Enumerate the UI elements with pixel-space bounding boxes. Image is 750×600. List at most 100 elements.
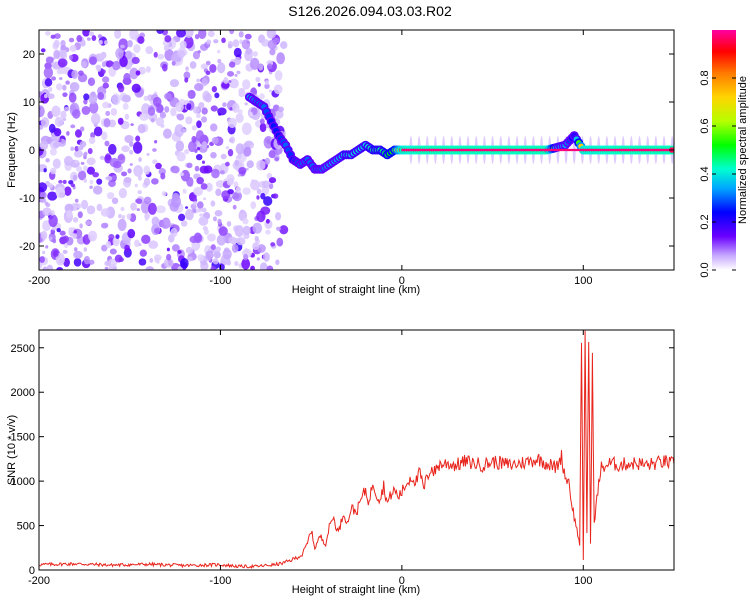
- noise-blob: [43, 168, 47, 173]
- noise-blob: [221, 81, 230, 89]
- noise-blob: [204, 92, 212, 103]
- noise-blob: [229, 30, 235, 35]
- noise-blob: [180, 220, 188, 227]
- noise-blob: [73, 229, 78, 234]
- noise-blob: [152, 159, 158, 165]
- noise-blob: [62, 84, 67, 91]
- noise-blob: [104, 140, 110, 147]
- noise-blob: [191, 135, 197, 143]
- y-tick-label: 2500: [11, 343, 35, 355]
- noise-blob: [78, 70, 84, 76]
- noise-blob: [279, 225, 289, 235]
- noise-blob: [277, 106, 284, 113]
- noise-blob: [102, 101, 109, 109]
- noise-blob: [48, 86, 53, 92]
- noise-blob: [207, 233, 217, 242]
- noise-blob: [233, 181, 239, 188]
- noise-blob: [186, 176, 194, 187]
- noise-blob: [164, 106, 170, 113]
- noise-blob: [192, 106, 200, 114]
- noise-blob: [209, 64, 217, 73]
- noise-blob: [215, 180, 226, 188]
- noise-blob: [84, 151, 88, 156]
- noise-blob: [68, 180, 74, 185]
- noise-blob: [201, 77, 208, 87]
- noise-blob: [256, 257, 260, 261]
- noise-blob: [189, 61, 197, 69]
- noise-blob: [82, 30, 90, 37]
- snr-y-axis: 0 500 1000 1500 2000 2500: [11, 343, 674, 577]
- noise-blob: [148, 240, 159, 249]
- noise-blob: [227, 40, 234, 49]
- noise-blob: [39, 191, 47, 199]
- noise-blob: [96, 65, 102, 72]
- noise-blob: [222, 248, 232, 260]
- y-tick-label: 20: [23, 49, 35, 61]
- noise-blob: [275, 110, 284, 119]
- noise-blob: [108, 233, 115, 240]
- noise-blob: [134, 239, 140, 248]
- noise-blob: [103, 118, 111, 128]
- noise-blob: [156, 30, 164, 34]
- noise-blob: [170, 107, 177, 117]
- noise-blob: [154, 254, 162, 261]
- noise-blob: [68, 227, 75, 233]
- y-tick-label: 1000: [11, 476, 35, 488]
- noise-blob: [88, 92, 98, 105]
- snr-line: [39, 330, 674, 570]
- noise-blob: [103, 40, 109, 45]
- noise-blob: [60, 45, 67, 51]
- noise-blob: [268, 177, 277, 184]
- noise-blob: [267, 63, 273, 70]
- noise-blob: [263, 252, 270, 262]
- noise-blob: [170, 53, 181, 62]
- noise-blob: [66, 209, 73, 219]
- noise-blob: [110, 61, 114, 65]
- noise-blob: [157, 53, 165, 60]
- noise-blob: [209, 123, 218, 132]
- noise-blob: [120, 44, 125, 49]
- noise-blob: [60, 110, 67, 119]
- noise-blob: [185, 246, 194, 254]
- noise-blob: [77, 211, 83, 219]
- noise-blob: [195, 153, 203, 161]
- noise-blob: [155, 117, 165, 127]
- noise-blob: [202, 197, 207, 201]
- noise-blob: [118, 188, 128, 199]
- noise-blob: [252, 222, 263, 234]
- noise-blob: [245, 47, 253, 55]
- y-tick-label: -20: [19, 241, 35, 253]
- noise-blob: [141, 234, 151, 245]
- noise-blob: [119, 56, 128, 68]
- noise-blob: [211, 168, 220, 179]
- snr-x-label: Height of straight line (km): [292, 584, 420, 596]
- noise-blob: [198, 101, 205, 109]
- noise-blob: [129, 30, 139, 40]
- noise-blob: [171, 195, 182, 208]
- noise-blob: [241, 258, 251, 270]
- noise-blob: [201, 207, 207, 213]
- noise-blob: [59, 49, 67, 59]
- noise-blob: [199, 213, 204, 217]
- noise-blob: [93, 126, 103, 137]
- noise-blob: [50, 34, 56, 39]
- noise-blob: [48, 123, 56, 134]
- noise-blob: [164, 35, 172, 43]
- noise-blob: [236, 70, 241, 75]
- noise-blob: [78, 170, 87, 181]
- noise-blob: [194, 34, 200, 40]
- noise-blob: [62, 235, 69, 243]
- noise-blob: [201, 116, 208, 123]
- noise-blob: [241, 122, 252, 135]
- noise-blob: [162, 63, 168, 72]
- noise-blob: [45, 158, 50, 163]
- noise-blob: [65, 80, 70, 85]
- noise-blob: [249, 111, 253, 117]
- noise-blob: [273, 37, 280, 44]
- noise-blob: [39, 140, 49, 151]
- noise-blob: [250, 57, 260, 70]
- noise-blob: [48, 214, 58, 228]
- noise-blob: [66, 131, 70, 136]
- noise-blob: [166, 253, 172, 261]
- noise-blob: [130, 202, 137, 211]
